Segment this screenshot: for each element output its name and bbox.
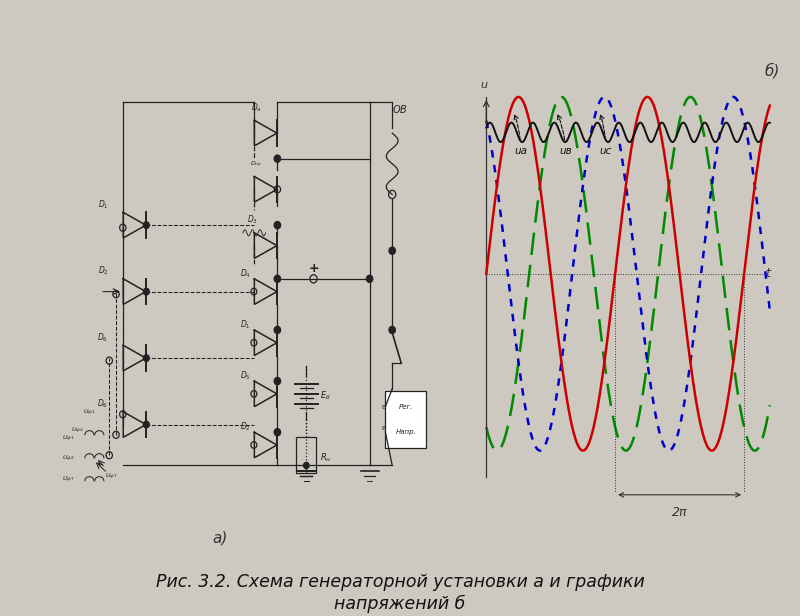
Circle shape [274,429,281,436]
Circle shape [274,326,281,333]
Text: Напр.: Напр. [395,429,416,436]
Circle shape [274,222,281,229]
Text: uв: uв [558,115,572,156]
Text: $U_{ф2}$: $U_{ф2}$ [62,454,75,464]
Text: $D_4$: $D_4$ [240,267,250,280]
Circle shape [389,247,395,254]
Circle shape [143,288,150,295]
Text: $OB$: $OB$ [392,103,408,115]
Bar [296,437,317,473]
Text: $U_{ф2}$: $U_{ф2}$ [71,426,84,436]
Circle shape [274,155,281,162]
Circle shape [143,222,150,229]
Text: В: В [381,426,385,431]
Text: б): б) [765,63,780,79]
Circle shape [274,275,281,282]
Text: Рис. 3.2. Схема генераторной установки а и графики: Рис. 3.2. Схема генераторной установки а… [156,573,644,591]
Text: В: В [381,405,385,410]
Text: $D_3$: $D_3$ [246,214,258,226]
Text: uа: uа [514,115,527,156]
Text: $D_2$: $D_2$ [240,421,250,433]
Text: $D_6$: $D_6$ [98,398,109,410]
Text: $D_a$: $D_a$ [251,101,262,113]
Circle shape [143,421,150,428]
Text: Рег.: Рег. [398,403,413,410]
Text: $D_1$: $D_1$ [240,318,250,331]
Text: $U_{ф1}$: $U_{ф1}$ [82,408,95,418]
Bar [386,391,426,448]
Text: $D_1$: $D_1$ [98,198,108,211]
Text: +: + [309,262,320,275]
Text: напряжений б: напряжений б [334,594,466,613]
Text: $D_{пр}$: $D_{пр}$ [250,160,262,170]
Circle shape [389,326,395,333]
Text: $U_{ф7}$: $U_{ф7}$ [62,474,75,485]
Text: а): а) [213,530,228,545]
Text: u: u [480,80,487,90]
Text: $U_{ф7}$: $U_{ф7}$ [105,472,118,482]
Text: uс: uс [599,115,612,156]
Text: $D_6$: $D_6$ [98,331,109,344]
Text: 2π: 2π [672,506,687,519]
Text: $U_{ф1}$: $U_{ф1}$ [62,434,75,444]
Text: $D_5$: $D_5$ [240,370,250,382]
Text: $D_2$: $D_2$ [98,265,108,277]
Circle shape [143,355,150,362]
Circle shape [366,275,373,282]
Circle shape [304,463,309,469]
Text: $E_б$: $E_б$ [320,390,330,402]
Text: t: t [766,267,770,280]
Text: $R_н$: $R_н$ [320,452,331,464]
Circle shape [274,378,281,384]
